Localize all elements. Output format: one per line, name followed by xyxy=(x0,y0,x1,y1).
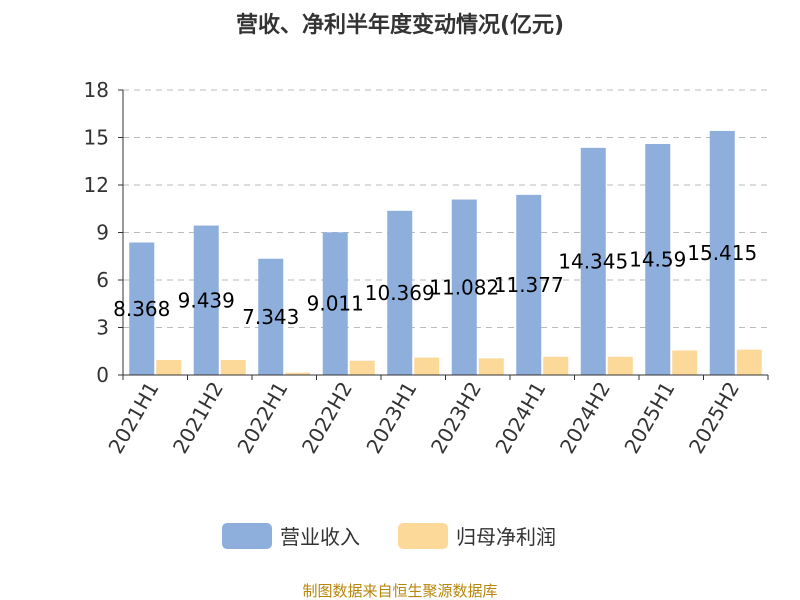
bar-net-profit xyxy=(285,372,311,375)
bar-revenue xyxy=(129,242,155,375)
bar-revenue xyxy=(193,225,219,375)
data-label: 15.415 xyxy=(687,241,757,265)
bar-revenue xyxy=(709,130,735,375)
bar-revenue xyxy=(258,258,284,375)
chart-title: 营收、净利半年度变动情况(亿元) xyxy=(236,12,564,38)
x-tick-label: 2022H1 xyxy=(232,378,292,458)
y-tick-label: 18 xyxy=(84,78,109,102)
y-tick-label: 6 xyxy=(96,268,109,292)
data-label: 14.59 xyxy=(629,247,686,271)
bar-revenue xyxy=(580,147,606,375)
data-label: 9.439 xyxy=(178,288,235,312)
x-tick-label: 2025H2 xyxy=(684,378,744,458)
bar-revenue xyxy=(387,210,413,375)
bar-revenue xyxy=(645,143,671,375)
data-label: 14.345 xyxy=(558,249,628,273)
bar-net-profit xyxy=(672,350,698,375)
x-tick-label: 2022H2 xyxy=(297,378,357,458)
legend-swatch xyxy=(398,523,448,549)
bar-net-profit xyxy=(414,357,440,375)
bar-revenue xyxy=(516,194,542,375)
bar-net-profit xyxy=(156,359,182,375)
bar-net-profit xyxy=(478,358,504,375)
y-tick-label: 3 xyxy=(96,316,109,340)
bar-net-profit xyxy=(543,356,569,375)
y-tick-label: 12 xyxy=(84,173,109,197)
x-tick-label: 2021H2 xyxy=(168,378,228,458)
data-label: 8.368 xyxy=(113,297,170,321)
x-tick-label: 2024H2 xyxy=(555,378,615,458)
x-tick-label: 2021H1 xyxy=(103,378,163,458)
legend: 营业收入 归母净利润 xyxy=(222,523,556,549)
bar-revenue xyxy=(322,232,348,375)
y-tick-label: 15 xyxy=(84,126,109,150)
x-tick-label: 2023H2 xyxy=(426,378,486,458)
bar-net-profit xyxy=(220,359,246,375)
data-label: 11.082 xyxy=(429,275,499,299)
x-tick-label: 2024H1 xyxy=(490,378,550,458)
x-tick-label: 2023H1 xyxy=(361,378,421,458)
bar-net-profit xyxy=(607,356,633,375)
data-label: 10.369 xyxy=(365,281,435,305)
legend-label: 营业收入 xyxy=(280,525,360,549)
y-tick-label: 9 xyxy=(96,221,109,245)
data-label: 11.377 xyxy=(494,273,564,297)
bar-revenue xyxy=(451,199,477,375)
x-tick-label: 2025H1 xyxy=(619,378,679,458)
legend-swatch xyxy=(222,523,272,549)
source-note: 制图数据来自恒生聚源数据库 xyxy=(302,582,497,600)
legend-label: 归母净利润 xyxy=(456,525,556,549)
data-label: 7.343 xyxy=(242,305,299,329)
bar-net-profit xyxy=(736,349,762,375)
bar-net-profit xyxy=(349,360,375,375)
bars xyxy=(129,130,762,375)
grid-lines xyxy=(123,89,768,328)
data-label: 9.011 xyxy=(307,292,364,316)
y-tick-label: 0 xyxy=(96,363,109,387)
